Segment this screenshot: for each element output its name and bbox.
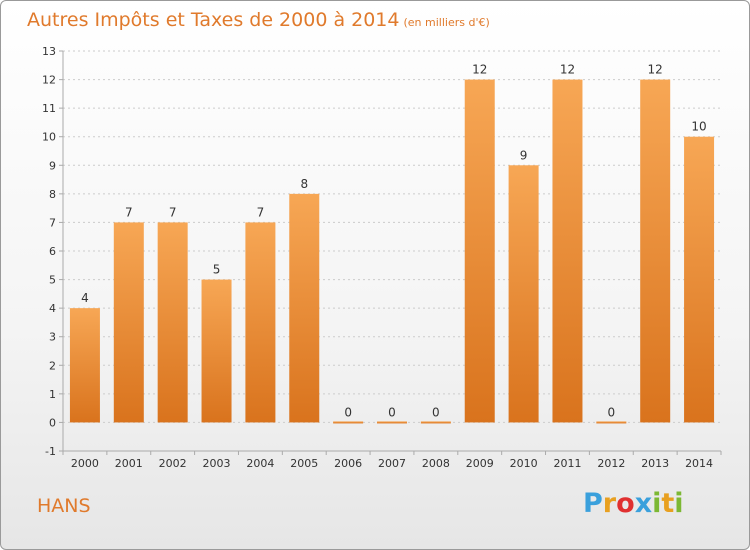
logo-letter: o [616, 488, 635, 519]
bar [201, 279, 232, 423]
data-label: 10 [691, 120, 706, 134]
bar [420, 421, 451, 424]
y-tick-label: 6 [49, 245, 56, 258]
bar [508, 165, 539, 423]
y-tick-label: 3 [49, 331, 56, 344]
data-label: 7 [169, 205, 177, 219]
bar [157, 222, 188, 423]
data-label: 5 [213, 263, 221, 277]
y-tick-label: 11 [42, 102, 56, 115]
x-tick-label: 2006 [334, 457, 362, 470]
data-label: 0 [432, 405, 440, 419]
data-label: 7 [257, 205, 265, 219]
logo-letter: i [652, 488, 662, 519]
x-tick-label: 2012 [597, 457, 625, 470]
y-tick-label: 5 [49, 274, 56, 287]
bar [289, 193, 320, 423]
data-label: 12 [648, 63, 663, 77]
bar [640, 79, 671, 423]
x-tick-label: 2014 [685, 457, 713, 470]
data-label: 0 [608, 405, 616, 419]
x-tick-label: 2002 [159, 457, 187, 470]
y-tick-label: 0 [49, 416, 56, 429]
place-name: HANS [37, 495, 91, 517]
data-label: 12 [472, 63, 487, 77]
x-tick-label: 2010 [510, 457, 538, 470]
bar [552, 79, 583, 423]
bar [464, 79, 495, 423]
chart-title: Autres Impôts et Taxes de 2000 à 2014 (en… [27, 9, 490, 31]
logo-letter: t [661, 488, 675, 519]
data-label: 12 [560, 63, 575, 77]
y-tick-label: 12 [42, 74, 56, 87]
x-tick-label: 2013 [641, 457, 669, 470]
y-tick-label: 10 [42, 131, 56, 144]
data-label: 0 [344, 405, 352, 419]
bar [113, 222, 144, 423]
bar [377, 421, 407, 424]
x-tick-label: 2008 [422, 457, 450, 470]
data-label: 4 [81, 291, 89, 305]
x-tick-label: 2000 [71, 457, 99, 470]
chart-unit: (en milliers d'€) [403, 16, 490, 29]
y-tick-label: -1 [45, 445, 56, 458]
y-tick-label: 7 [49, 216, 56, 229]
y-tick-label: 2 [49, 359, 56, 372]
y-tick-label: 9 [49, 159, 56, 172]
logo-letter: i [674, 488, 684, 519]
bar [684, 136, 715, 423]
proxiti-logo[interactable]: Proxiti [583, 488, 684, 519]
bar [69, 308, 100, 423]
data-label: 9 [520, 148, 528, 162]
logo-letter: P [583, 488, 603, 519]
x-tick-label: 2011 [553, 457, 581, 470]
x-tick-label: 2004 [246, 457, 274, 470]
data-label: 7 [125, 205, 133, 219]
x-tick-label: 2003 [203, 457, 231, 470]
x-tick-label: 2005 [290, 457, 318, 470]
y-tick-label: 8 [49, 188, 56, 201]
y-tick-label: 13 [42, 45, 56, 58]
y-tick-label: 1 [49, 388, 56, 401]
bar [245, 222, 276, 423]
data-label: 0 [388, 405, 396, 419]
x-tick-label: 2009 [466, 457, 494, 470]
logo-letter: r [602, 488, 617, 519]
chart-title-text: Autres Impôts et Taxes de 2000 à 2014 [27, 9, 400, 31]
bar [596, 421, 627, 424]
x-tick-label: 2001 [115, 457, 143, 470]
bar [333, 421, 364, 424]
data-label: 8 [300, 177, 308, 191]
y-tick-label: 4 [49, 302, 56, 315]
x-tick-label: 2007 [378, 457, 406, 470]
logo-letter: x [634, 488, 653, 519]
